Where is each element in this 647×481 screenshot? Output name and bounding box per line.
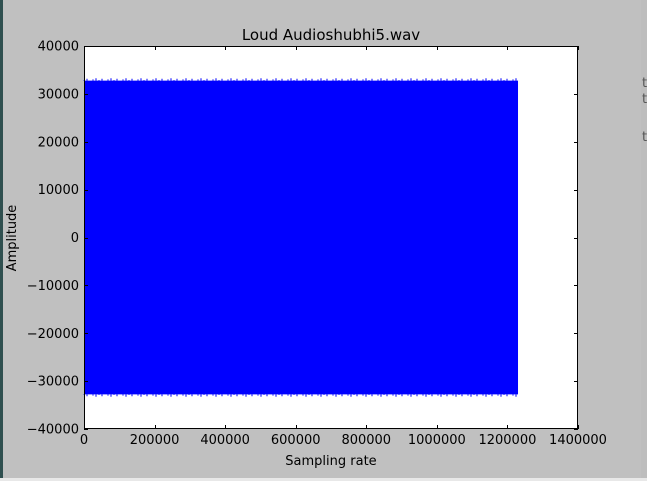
x-tick-label: 800000 — [341, 433, 391, 448]
y-axis-label: Amplitude — [5, 205, 20, 272]
x-tick-label: 1000000 — [408, 433, 466, 448]
x-tick-label: 600000 — [271, 433, 321, 448]
y-tick-label: 0 — [71, 231, 79, 246]
y-tick-label: −30000 — [27, 375, 79, 390]
axes-frame — [84, 46, 578, 429]
y-tick-label: −10000 — [27, 279, 79, 294]
y-tick-label: 20000 — [38, 135, 79, 150]
x-tick-label: 200000 — [130, 433, 180, 448]
x-axis-label: Sampling rate — [285, 454, 376, 469]
background-text-fragment: t — [642, 76, 647, 91]
waveform-series — [84, 80, 519, 395]
background-text-fragment: t — [642, 92, 647, 107]
chart-title: Loud Audioshubhi5.wav — [242, 26, 420, 44]
window-edge-left — [0, 0, 3, 481]
ticks-layer: 0 200000 400000 600000 800000 1000000 1200000 1… — [27, 40, 607, 449]
x-tick-label: 0 — [80, 433, 88, 448]
window-edge-right — [641, 0, 647, 481]
y-tick-label: −40000 — [27, 423, 79, 438]
background-text-fragment: t — [642, 130, 647, 145]
x-tick-label: 1200000 — [478, 433, 536, 448]
window-edge-bottom — [0, 478, 647, 481]
y-tick-label: 30000 — [38, 87, 79, 102]
y-tick-label: 40000 — [38, 40, 79, 55]
x-tick-label: 400000 — [200, 433, 250, 448]
x-tick-label: 1400000 — [549, 433, 607, 448]
y-tick-label: −20000 — [27, 327, 79, 342]
y-tick-label: 10000 — [38, 183, 79, 198]
series-layer — [83, 78, 519, 397]
